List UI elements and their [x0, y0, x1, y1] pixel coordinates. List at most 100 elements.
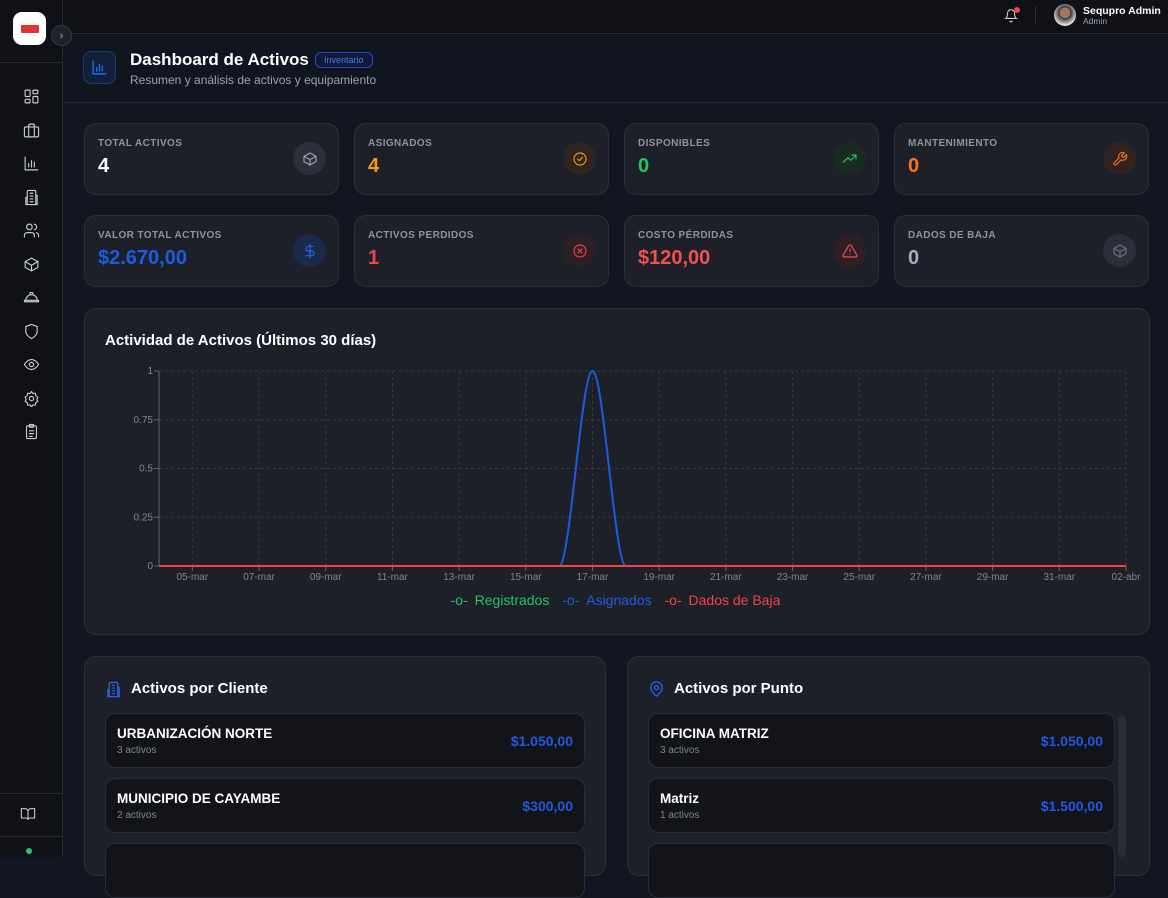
- item-count: 3 activos: [660, 745, 700, 756]
- book-icon[interactable]: [19, 806, 37, 827]
- package-icon: [293, 142, 326, 175]
- x-tick-label: 05-mar: [177, 572, 209, 583]
- wrench-icon: [1103, 142, 1136, 175]
- clientes-list-item[interactable]: URBANIZACIÓN NORTE 3 activos $1.050,00: [105, 713, 585, 768]
- stat-card-asignados: ASIGNADOS 4: [354, 123, 609, 195]
- x-tick-label: 29-mar: [977, 572, 1009, 583]
- x-tick-label: 13-mar: [443, 572, 475, 583]
- dollar-icon: [293, 234, 326, 267]
- x-circle-icon: [563, 234, 596, 267]
- trending-up-icon: [833, 142, 866, 175]
- package-icon: [24, 257, 38, 272]
- bar-chart-icon: [83, 51, 116, 84]
- sidebar-item-building[interactable]: [0, 181, 62, 215]
- check-circle-icon: [563, 142, 596, 175]
- activity-chart: 0 0.25 0.5 0.75 1 05-mar 07-mar 09-mar 11-mar 13-…: [134, 366, 1142, 583]
- stat-value: 4: [368, 155, 380, 177]
- sidebar-item-eye[interactable]: [0, 348, 62, 382]
- puntos-title: Activos por Punto: [674, 680, 804, 697]
- legend-registrados[interactable]: -o- Registrados: [450, 592, 550, 608]
- chart-legend: -o- Registrados -o- Asignados -o- Dados …: [85, 592, 1149, 608]
- sidebar-item-clipboard-list[interactable]: [0, 415, 62, 449]
- legend-label: Dados de Baja: [688, 592, 781, 608]
- page-header: Dashboard de Activos Inventario Resumen …: [63, 34, 1168, 103]
- stat-card-mantenimiento: MANTENIMIENTO 0: [894, 123, 1149, 195]
- chart-title: Actividad de Activos (Últimos 30 días): [105, 332, 377, 349]
- stat-value: 0: [638, 155, 650, 177]
- app-logo[interactable]: [13, 12, 46, 45]
- stat-label: COSTO PÉRDIDAS: [638, 230, 734, 241]
- x-tick-label: 27-mar: [910, 572, 942, 583]
- puntos-list-item[interactable]: Matriz 1 activos $1.500,00: [648, 778, 1115, 833]
- item-name: MUNICIPIO DE CAYAMBE: [117, 791, 281, 806]
- stat-label: VALOR TOTAL ACTIVOS: [98, 230, 222, 241]
- item-count: 2 activos: [117, 810, 157, 821]
- stat-value: $120,00: [638, 247, 711, 269]
- bar-chart-icon: [24, 156, 38, 171]
- logo-mark: [20, 24, 39, 33]
- sidebar-item-users[interactable]: [0, 214, 62, 248]
- sidebar-toggle-button[interactable]: ›: [51, 25, 72, 46]
- item-count: 1 activos: [660, 810, 700, 821]
- building-icon: [107, 681, 120, 698]
- x-tick-label: 19-mar: [643, 572, 675, 583]
- item-amount: $1.050,00: [510, 733, 573, 749]
- stat-value: $2.670,00: [98, 247, 187, 269]
- legend-label: Registrados: [474, 592, 550, 608]
- y-tick-label: 0.25: [134, 512, 154, 523]
- x-tick-label: 11-mar: [377, 572, 409, 583]
- y-tick-label: 0.75: [134, 415, 154, 426]
- y-tick-label: 1: [147, 366, 153, 377]
- stat-label: MANTENIMIENTO: [908, 138, 998, 149]
- legend-label: Asignados: [586, 592, 652, 608]
- divider: [0, 793, 62, 794]
- notification-dot: [1014, 7, 1020, 13]
- puntos-list-item[interactable]: OFICINA MATRIZ 3 activos $1.050,00: [648, 713, 1115, 768]
- clientes-list-item[interactable]: [105, 843, 585, 898]
- user-name[interactable]: Sequpro Admin: [1083, 5, 1161, 17]
- map-pin-icon: [650, 681, 663, 697]
- stat-card-costo-pérdidas: COSTO PÉRDIDAS $120,00: [624, 215, 879, 287]
- divider: [0, 836, 62, 837]
- puntos-scrollbar[interactable]: [1118, 716, 1126, 857]
- item-name: OFICINA MATRIZ: [660, 726, 769, 741]
- stat-value: 4: [98, 155, 110, 177]
- legend-asignados[interactable]: -o- Asignados: [562, 592, 652, 608]
- building-icon: [24, 189, 38, 205]
- briefcase-icon: [23, 123, 39, 138]
- item-amount: $1.050,00: [1040, 733, 1103, 749]
- stat-value: 0: [908, 247, 920, 269]
- item-name: Matriz: [660, 791, 700, 806]
- stat-card-activos-perdidos: ACTIVOS PERDIDOS 1: [354, 215, 609, 287]
- eye-icon: [23, 359, 39, 371]
- dashboard-icon: [24, 89, 38, 104]
- status-dot: [26, 848, 32, 854]
- legend-dados-de-baja[interactable]: -o- Dados de Baja: [664, 592, 781, 608]
- sidebar-item-settings[interactable]: [0, 382, 62, 416]
- clientes-list-item[interactable]: MUNICIPIO DE CAYAMBE 2 activos $300,00: [105, 778, 585, 833]
- sidebar-item-package[interactable]: [0, 248, 62, 282]
- sidebar-item-hard-hat[interactable]: [0, 281, 62, 315]
- sidebar-item-briefcase[interactable]: [0, 114, 62, 148]
- sidebar-item-dashboard[interactable]: [0, 80, 62, 114]
- item-name: URBANIZACIÓN NORTE: [117, 726, 273, 741]
- bell-icon: [1004, 9, 1018, 23]
- stat-card-valor-total-activos: VALOR TOTAL ACTIVOS $2.670,00: [84, 215, 339, 287]
- alert-triangle-icon: [833, 234, 866, 267]
- x-tick-label: 23-mar: [777, 572, 809, 583]
- sidebar: [0, 0, 63, 857]
- notifications-button[interactable]: [1004, 7, 1020, 28]
- avatar[interactable]: [1054, 4, 1076, 26]
- x-tick-label: 07-mar: [243, 572, 275, 583]
- sidebar-item-bar-chart[interactable]: [0, 147, 62, 181]
- sidebar-item-shield[interactable]: [0, 315, 62, 349]
- activity-chart-panel: Actividad de Activos (Últimos 30 días) 0…: [84, 308, 1150, 635]
- y-tick-label: 0: [147, 561, 153, 572]
- puntos-list-item[interactable]: [648, 843, 1115, 898]
- user-role: Admin: [1083, 16, 1108, 26]
- sidebar-nav: [0, 80, 62, 449]
- stat-value: 1: [368, 247, 380, 269]
- page-title: Dashboard de Activos: [130, 50, 309, 69]
- x-tick-label: 02-abr: [1112, 572, 1142, 583]
- divider: [0, 62, 62, 63]
